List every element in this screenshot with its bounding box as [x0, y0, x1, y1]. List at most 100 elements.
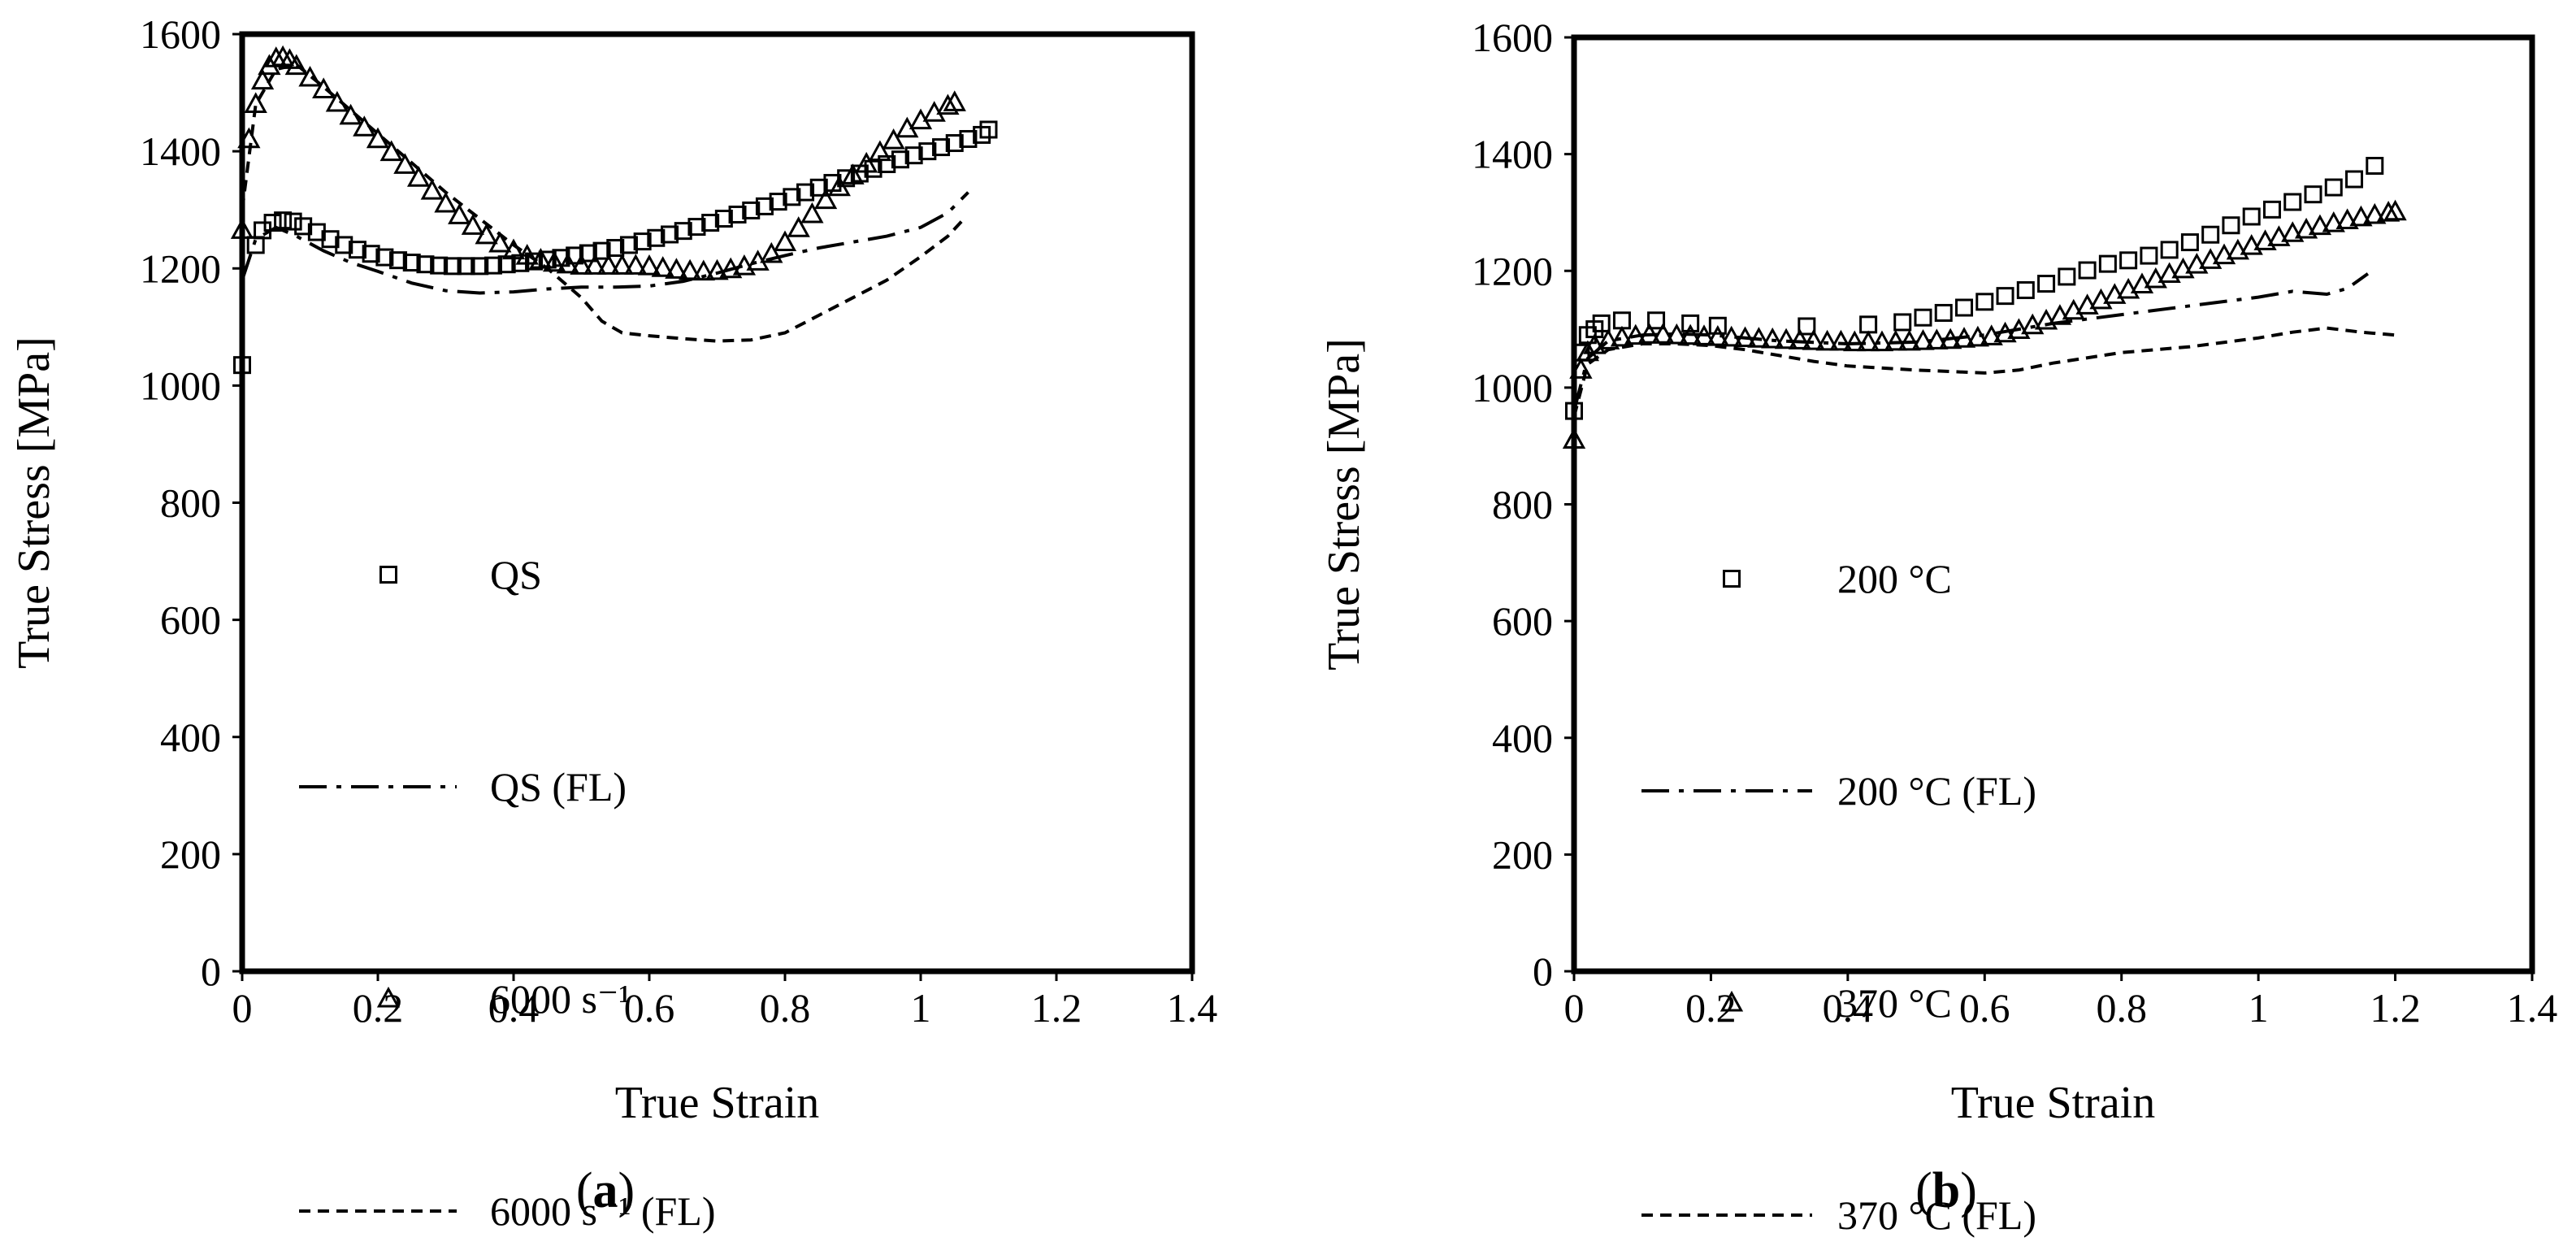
series-200-c-fl [1572, 272, 2370, 412]
data-point [416, 255, 435, 274]
data-point [1934, 303, 1953, 322]
plot-area-frame [239, 31, 1195, 975]
data-point [633, 232, 652, 251]
data-point [353, 115, 376, 137]
data-point [434, 191, 458, 213]
data-point [294, 217, 313, 236]
x-tick-label: 1.4 [1167, 985, 1218, 1031]
data-point [471, 257, 489, 276]
data-point [339, 103, 362, 125]
data-point [719, 257, 743, 279]
data-point [2021, 313, 2045, 335]
data-point [637, 254, 661, 276]
data-point [647, 228, 666, 247]
x-tick-label: 0.6 [1959, 985, 2010, 1031]
data-point [769, 193, 787, 211]
data-point [284, 212, 302, 231]
y-tick-label: 1000 [1472, 365, 1553, 410]
y-axis-label: True Stress [MPa] [1319, 338, 1369, 671]
data-point [1637, 323, 1661, 344]
data-point [2267, 225, 2291, 246]
x-tick-label: 0.8 [2096, 985, 2147, 1031]
data-point [796, 183, 815, 202]
data-point [488, 231, 512, 253]
series-qs-fl [241, 191, 969, 295]
data-point [298, 65, 322, 87]
data-point [1576, 340, 1599, 362]
data-point [312, 77, 336, 98]
data-point [2322, 211, 2345, 232]
data-point [1952, 327, 1976, 348]
data-point [674, 222, 692, 241]
data-point [484, 256, 502, 275]
data-point [1925, 328, 1949, 349]
y-tick-label: 1000 [140, 363, 221, 408]
series-qs [233, 120, 998, 375]
data-point [448, 203, 471, 224]
data-point [461, 214, 485, 235]
data-point [2222, 216, 2240, 235]
data-point [529, 248, 553, 269]
data-point [1788, 328, 1812, 349]
data-point [787, 216, 810, 237]
legend-label: 370 °C (FL) [1837, 1192, 2036, 1238]
data-point [701, 214, 720, 232]
y-tick-label: 600 [160, 597, 221, 643]
data-point [773, 230, 797, 252]
data-point [1565, 402, 1583, 420]
data-point [1911, 329, 1935, 350]
data-point [525, 252, 544, 271]
data-point [1843, 330, 1867, 352]
data-point [393, 153, 417, 174]
data-point [868, 140, 892, 162]
data-point [475, 223, 498, 245]
y-tick-label: 600 [1492, 598, 1553, 644]
data-point [760, 241, 783, 263]
data-point [1802, 329, 1825, 350]
data-point [2262, 200, 2281, 219]
data-point [2058, 267, 2076, 286]
data-point [375, 248, 394, 267]
y-axis-label: True Stress [MPa] [9, 336, 59, 669]
legend-label: 6000 s⁻¹ [490, 976, 631, 1022]
data-point [1692, 324, 1716, 345]
legend-marker-sample [1723, 570, 1741, 588]
x-tick-label: 0.8 [760, 985, 811, 1031]
plot-area-frame [1571, 34, 2535, 975]
data-point [1884, 329, 1907, 351]
data-point [2363, 202, 2387, 224]
data-point [1939, 328, 1962, 349]
data-point [321, 230, 340, 249]
data-point [1798, 317, 1816, 336]
data-point [2016, 280, 2035, 299]
data-point [2098, 254, 2117, 273]
data-point [2304, 185, 2322, 204]
data-point [1610, 325, 1634, 347]
legend-label: 200 °C (FL) [1837, 768, 2036, 814]
series-6000-s [230, 45, 966, 281]
data-point [2160, 241, 2179, 259]
legend-marker-sample [376, 986, 401, 1008]
data-point [244, 92, 267, 113]
legend-marker-sample [1720, 990, 1744, 1012]
data-point [250, 68, 275, 90]
y-tick-label: 1400 [1472, 132, 1553, 177]
series-370-c [1562, 199, 2407, 449]
y-tick-label: 800 [1492, 482, 1553, 527]
data-point [379, 140, 403, 162]
data-point [2037, 275, 2056, 293]
data-point [1859, 315, 1878, 334]
data-point [1747, 327, 1771, 348]
data-point [237, 127, 261, 149]
x-tick-label: 1 [911, 985, 931, 1031]
data-point [2226, 238, 2250, 260]
data-point [1966, 325, 1990, 347]
data-point [2281, 221, 2305, 242]
data-point [1720, 325, 1743, 347]
data-point [1815, 329, 1839, 351]
data-point [855, 151, 878, 173]
x-tick-label: 0.6 [624, 985, 675, 1031]
data-point [1651, 323, 1675, 344]
x-tick-label: 1.2 [2370, 985, 2421, 1031]
y-tick-label: 0 [201, 949, 221, 994]
